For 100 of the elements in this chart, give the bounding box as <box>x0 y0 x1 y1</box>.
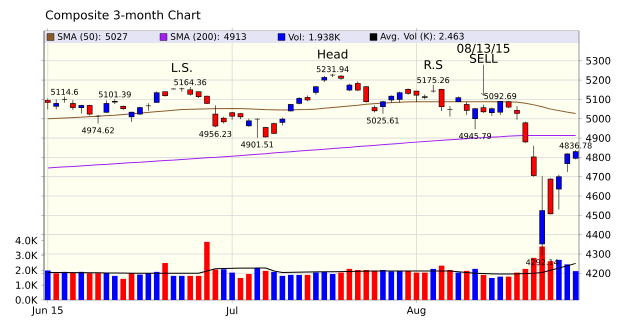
candlestick <box>556 174 562 210</box>
annotation: 4974.62 <box>82 127 114 134</box>
candlestick <box>154 91 160 103</box>
y2-tick-label: 1.0K <box>16 281 38 289</box>
y-tick-label: 4800 <box>586 154 610 162</box>
bar <box>330 274 336 300</box>
bar <box>288 274 294 300</box>
x-tick-label: Jun 15 <box>32 306 63 316</box>
bar <box>414 272 420 300</box>
bar <box>304 274 310 300</box>
bar <box>522 268 528 300</box>
legend-label: Avg. Vol (K): 2.463 <box>380 32 464 42</box>
bar <box>112 276 118 300</box>
y-tick-label: 5300 <box>586 56 610 65</box>
bar <box>506 276 512 300</box>
annotation: 5092.69 <box>484 93 516 100</box>
candlestick <box>514 106 520 120</box>
y-tick-label: 4200 <box>586 270 610 278</box>
candlestick <box>128 111 134 122</box>
annotation: 5101.39 <box>98 91 131 98</box>
bar <box>447 270 453 300</box>
bar <box>564 264 570 300</box>
bar <box>137 274 143 300</box>
y2-tick-label: 0.0K <box>16 296 38 304</box>
annotation: 5231.94 <box>316 66 349 72</box>
bar <box>70 272 76 300</box>
annotation: 5175.26 <box>417 77 450 84</box>
bar <box>422 272 428 300</box>
candlestick <box>438 88 444 112</box>
candlestick <box>271 122 277 134</box>
bar <box>464 270 470 300</box>
bar <box>380 270 386 300</box>
y2-tick-label: 4.0K <box>16 236 38 244</box>
bar <box>254 268 260 300</box>
bar <box>363 270 369 300</box>
annotation: 4901.51 <box>241 141 274 148</box>
bar <box>95 273 101 300</box>
bar <box>430 268 436 300</box>
candlestick <box>254 118 260 138</box>
candlestick <box>414 90 420 102</box>
annotation: 4836.78 <box>560 142 592 149</box>
bar <box>346 268 352 300</box>
candlestick <box>464 102 470 116</box>
bar <box>262 270 268 300</box>
bar <box>187 276 194 300</box>
annotation: 4956.23 <box>199 130 232 137</box>
bar <box>246 274 252 300</box>
candlestick <box>564 152 570 172</box>
annotation: R.S <box>424 60 442 70</box>
bar <box>313 272 319 300</box>
y-tick-label: 5100 <box>586 96 610 104</box>
annotation: 5114.6 <box>51 88 78 95</box>
y-tick-label: 4700 <box>586 172 610 180</box>
bar <box>220 269 227 300</box>
bar <box>480 274 486 300</box>
bar <box>86 273 92 300</box>
y-tick-label: 5200 <box>586 76 610 84</box>
bar <box>497 276 504 300</box>
candlestick <box>497 100 504 116</box>
bar <box>179 276 185 300</box>
bar <box>405 270 411 300</box>
bar <box>514 272 520 300</box>
annotation: L.S. <box>172 62 192 72</box>
candlestick <box>363 86 369 103</box>
y-tick-label: 4900 <box>586 134 610 142</box>
bar <box>162 262 168 300</box>
y-tick-label: 4300 <box>586 250 610 258</box>
bar <box>120 278 126 300</box>
bar <box>572 271 578 300</box>
bar <box>104 272 110 300</box>
bar <box>388 272 394 300</box>
bar <box>321 272 328 300</box>
annotation: 4945.79 <box>458 132 492 139</box>
candlestick <box>522 121 528 144</box>
bar <box>170 276 176 300</box>
x-tick-label: Jul <box>226 306 238 316</box>
bar <box>196 276 202 300</box>
bar <box>280 276 286 300</box>
annotation: SELL <box>470 54 498 63</box>
bar <box>62 272 68 300</box>
legend-label: SMA (50): 5027 <box>58 32 128 42</box>
bar <box>355 270 361 300</box>
y2-tick-label: 3.0K <box>16 252 38 260</box>
candlestick <box>62 96 68 103</box>
annotation: 5025.61 <box>367 117 399 124</box>
chart-title: Composite 3-month Chart <box>46 10 200 22</box>
annotation: 08/13/15 <box>457 44 510 54</box>
candlestick <box>104 100 110 114</box>
bar <box>396 270 402 300</box>
bar <box>44 270 51 300</box>
legend-label: SMA (200): 4913 <box>170 32 246 42</box>
bar <box>128 272 134 300</box>
candlestick <box>472 108 478 130</box>
bar <box>204 242 210 300</box>
annotation: Head <box>318 49 348 59</box>
bar <box>489 278 495 300</box>
bar <box>78 272 84 300</box>
y-tick-label: 4400 <box>586 230 610 238</box>
bar <box>229 272 235 300</box>
y2-tick-label: 2.0K <box>16 266 38 274</box>
